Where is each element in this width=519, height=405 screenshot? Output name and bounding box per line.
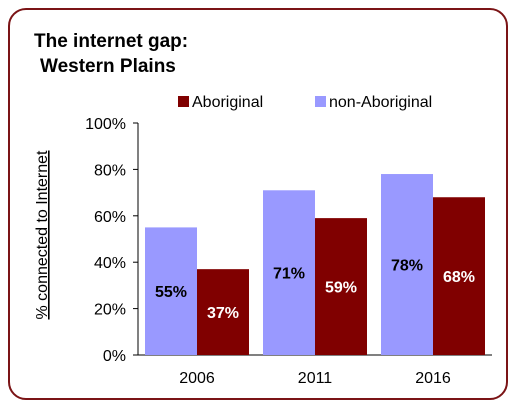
bar-aboriginal-2006 [197,269,249,355]
chart-title-line-2: Western Plains [40,56,176,77]
y-axis-label: % connected to Internet [34,150,51,320]
data-label: 37% [207,305,239,322]
data-label: 59% [325,280,357,297]
data-label: 78% [391,258,423,275]
chart-title-line-1: The internet gap: [34,31,188,52]
legend: Aboriginal non-Aboriginal [178,94,432,111]
y-tick-label: 60% [94,209,126,226]
y-tick-label: 80% [94,162,126,179]
legend-label-aboriginal: Aboriginal [192,94,263,111]
bar-non-aboriginal-2011 [263,190,315,355]
legend-swatch-aboriginal [178,96,189,107]
data-label: 55% [155,284,187,301]
data-label: 68% [443,269,475,286]
bar-non-aboriginal-2016 [381,174,433,355]
y-tick-label: 20% [94,302,126,319]
bar-aboriginal-2011 [315,218,367,355]
bars: 55% 37% 2006 71% 59% 2011 78% 68% 2016 [145,174,485,387]
data-label: 71% [273,266,305,283]
x-tick-label: 2006 [179,370,215,387]
y-tick-label: 100% [85,116,126,133]
x-tick-label: 2016 [415,370,451,387]
bar-non-aboriginal-2006 [145,227,197,355]
legend-label-non-aboriginal: non-Aboriginal [329,94,432,111]
y-tick-label: 40% [94,255,126,272]
y-tick-label: 0% [103,348,126,365]
x-tick-label: 2011 [298,370,333,387]
bar-aboriginal-2016 [433,197,485,355]
legend-swatch-non-aboriginal [315,96,326,107]
